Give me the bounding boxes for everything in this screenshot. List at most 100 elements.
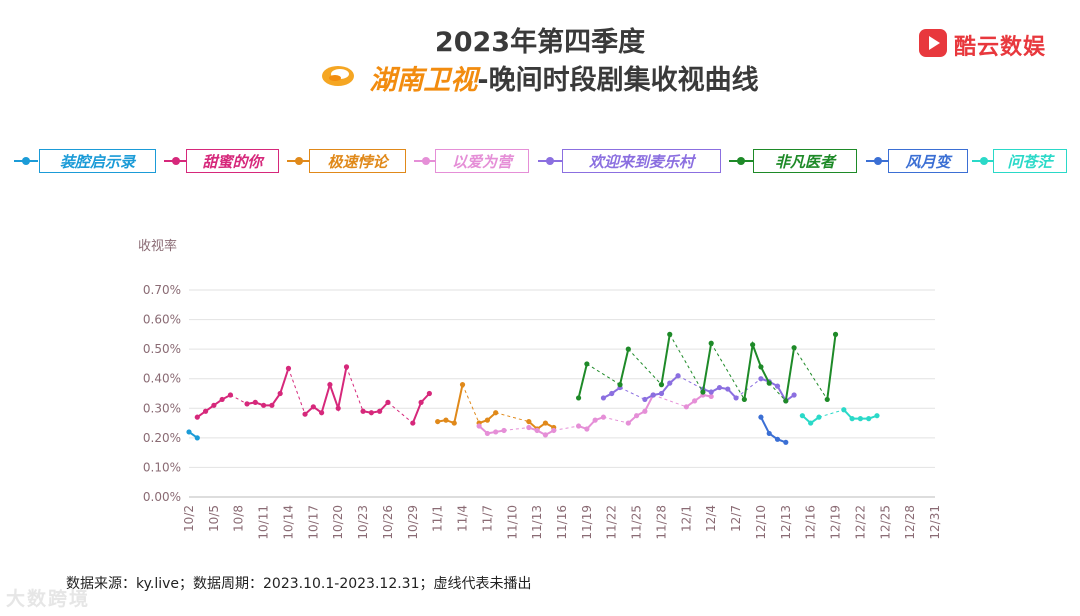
data-point xyxy=(642,408,648,414)
x-tick-label: 11/7 xyxy=(480,505,494,532)
line-chart: 0.00% 0.10% 0.20% 0.30% 0.40% 0.50% 0.60% 0.70%… xyxy=(138,238,942,540)
data-point xyxy=(484,417,490,423)
data-point xyxy=(493,410,499,416)
x-tick-label: 10/26 xyxy=(381,505,395,540)
x-tick-label: 12/31 xyxy=(928,505,942,540)
data-point xyxy=(808,420,814,426)
data-point xyxy=(310,404,316,410)
series-gap-connector xyxy=(387,401,414,424)
data-point xyxy=(799,413,805,419)
data-point xyxy=(194,435,200,441)
y-tick-label: 0.00% xyxy=(143,490,181,504)
data-point xyxy=(186,429,192,435)
series-gap-connector xyxy=(818,409,844,418)
series-line xyxy=(743,340,771,400)
series-gap-connector xyxy=(735,378,762,399)
data-point xyxy=(526,424,532,431)
series-line xyxy=(619,348,630,385)
data-point xyxy=(824,396,830,403)
data-point xyxy=(385,399,391,405)
data-point xyxy=(841,407,847,413)
data-point xyxy=(584,426,590,432)
series-gap-connector xyxy=(768,382,787,402)
legend-marker-icon xyxy=(164,157,188,165)
data-point xyxy=(302,411,308,417)
data-point xyxy=(750,342,756,348)
data-point xyxy=(849,416,855,422)
legend-marker-icon xyxy=(287,157,311,165)
data-point xyxy=(418,399,424,405)
x-tick-label: 11/13 xyxy=(530,505,544,540)
data-point xyxy=(683,404,689,410)
x-tick-label: 10/14 xyxy=(281,505,295,540)
data-point xyxy=(758,414,764,420)
x-tick-label: 12/25 xyxy=(878,505,892,540)
data-point xyxy=(459,382,466,388)
data-point xyxy=(534,427,540,434)
x-tick-label: 11/10 xyxy=(505,505,519,540)
legend-item: 以爱为营 xyxy=(435,149,529,173)
data-point xyxy=(774,383,781,389)
data-point xyxy=(857,416,864,422)
data-point xyxy=(791,345,797,351)
series-2 xyxy=(435,382,557,432)
data-point xyxy=(783,398,789,404)
series-line xyxy=(784,347,796,402)
data-point xyxy=(766,380,772,386)
legend-marker-icon xyxy=(538,157,562,165)
series-line xyxy=(578,416,604,431)
data-point xyxy=(791,392,797,398)
series-gap-connector xyxy=(287,368,306,415)
series-line xyxy=(246,368,290,407)
data-point xyxy=(285,365,292,371)
series-gap-connector xyxy=(677,375,704,390)
x-tick-label: 11/22 xyxy=(605,505,619,540)
series-gap-connector xyxy=(553,425,579,431)
x-tick-label: 12/10 xyxy=(754,505,768,540)
y-tick-label: 0.10% xyxy=(143,460,181,474)
data-point xyxy=(625,346,631,352)
chart-title-line1: 2023年第四季度 xyxy=(434,27,646,58)
data-point xyxy=(244,401,250,407)
data-point xyxy=(501,427,507,434)
data-point xyxy=(451,420,457,426)
data-point xyxy=(741,396,747,403)
series-line xyxy=(627,394,655,424)
data-point xyxy=(493,429,499,435)
y-tick-label: 0.20% xyxy=(143,431,181,445)
x-tick-label: 12/16 xyxy=(804,505,818,540)
data-point xyxy=(227,392,234,398)
series-0 xyxy=(186,429,200,441)
data-point xyxy=(252,399,258,405)
data-point xyxy=(783,439,789,445)
x-tick-label: 11/4 xyxy=(456,505,470,532)
data-point xyxy=(650,392,656,398)
data-point xyxy=(634,413,640,419)
data-source-note: 数据来源：ky.live；数据周期：2023.10.1-2023.12.31；虚… xyxy=(66,576,532,592)
legend-item: 极速悖论 xyxy=(309,149,406,173)
data-point xyxy=(774,436,781,442)
series-gap-connector xyxy=(793,347,828,400)
series-gap-connector xyxy=(230,394,248,405)
data-point xyxy=(600,414,607,420)
brand-logo: 酷云数娱 xyxy=(918,28,1046,62)
series-gap-connector xyxy=(503,427,529,431)
x-tick-label: 10/2 xyxy=(182,505,196,532)
series-line xyxy=(577,363,588,399)
data-point xyxy=(261,402,267,408)
y-axis-label: 收视率 xyxy=(138,238,177,254)
data-point xyxy=(368,410,374,416)
data-point xyxy=(277,390,283,397)
data-point xyxy=(319,410,325,416)
series-7 xyxy=(799,407,880,426)
legend-item: 甜蜜的你 xyxy=(186,149,279,173)
series-line xyxy=(437,384,464,425)
legend-item: 问苍茫 xyxy=(993,149,1067,173)
legend-marker-icon xyxy=(972,157,996,165)
data-point xyxy=(816,414,822,420)
title-suffix: -晚间时段剧集收视曲线 xyxy=(477,65,759,96)
series-gap-connector xyxy=(462,384,480,424)
data-point xyxy=(202,408,209,414)
data-point xyxy=(667,331,673,337)
data-point xyxy=(410,420,416,426)
